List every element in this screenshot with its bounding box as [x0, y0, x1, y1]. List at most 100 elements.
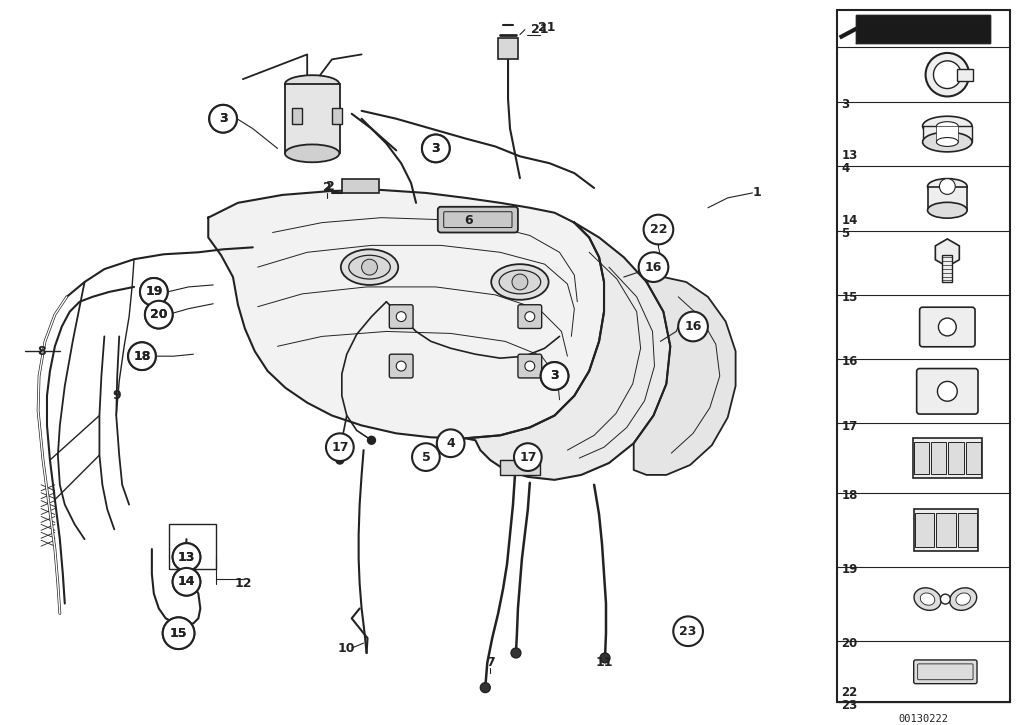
Bar	[948, 442, 964, 474]
Text: 14: 14	[842, 214, 858, 227]
Polygon shape	[466, 223, 671, 480]
Text: 3: 3	[550, 370, 559, 383]
Circle shape	[396, 361, 407, 371]
Text: 19: 19	[145, 286, 163, 299]
Text: 6: 6	[464, 214, 473, 227]
Text: 17: 17	[519, 451, 537, 463]
Text: 15: 15	[170, 626, 187, 639]
Text: 13: 13	[178, 550, 196, 563]
Polygon shape	[935, 239, 959, 267]
Circle shape	[163, 618, 195, 649]
FancyBboxPatch shape	[518, 304, 542, 328]
Circle shape	[512, 274, 527, 290]
Circle shape	[140, 278, 168, 306]
Ellipse shape	[341, 249, 398, 285]
Bar	[966, 442, 981, 474]
Circle shape	[209, 105, 237, 133]
Text: 23: 23	[680, 625, 696, 638]
Circle shape	[939, 178, 955, 194]
Circle shape	[673, 616, 702, 646]
FancyBboxPatch shape	[518, 355, 542, 378]
Text: 21: 21	[531, 23, 549, 36]
Text: 3: 3	[431, 142, 440, 155]
Bar	[332, 108, 342, 124]
Circle shape	[938, 318, 956, 336]
Circle shape	[412, 443, 439, 471]
Circle shape	[173, 543, 201, 571]
Text: 3: 3	[550, 370, 559, 383]
Ellipse shape	[937, 122, 958, 130]
Circle shape	[934, 61, 962, 88]
FancyBboxPatch shape	[389, 355, 413, 378]
Polygon shape	[208, 190, 604, 439]
Text: 16: 16	[645, 260, 663, 273]
Ellipse shape	[928, 178, 967, 194]
Ellipse shape	[349, 255, 390, 279]
Text: 3: 3	[219, 112, 227, 125]
Text: 15: 15	[842, 291, 858, 304]
Bar	[286, 84, 340, 154]
Text: 3: 3	[842, 98, 850, 111]
Text: 5: 5	[422, 451, 430, 463]
Ellipse shape	[955, 593, 971, 605]
Bar	[928, 186, 967, 210]
Circle shape	[926, 53, 969, 96]
Text: 17: 17	[842, 420, 858, 433]
Ellipse shape	[937, 138, 958, 146]
Bar	[837, 10, 1010, 703]
Circle shape	[128, 342, 156, 370]
Ellipse shape	[949, 588, 977, 610]
Circle shape	[644, 215, 673, 244]
Bar	[169, 524, 216, 569]
Circle shape	[639, 252, 669, 282]
Text: 20: 20	[842, 637, 858, 650]
Bar	[498, 38, 518, 59]
Bar	[936, 513, 955, 547]
Circle shape	[525, 312, 535, 322]
Circle shape	[163, 618, 195, 649]
Ellipse shape	[285, 144, 339, 162]
Ellipse shape	[923, 132, 972, 152]
Circle shape	[511, 648, 521, 658]
Text: 13: 13	[842, 149, 858, 162]
Text: 8: 8	[38, 344, 46, 357]
Circle shape	[678, 312, 708, 341]
Text: 3: 3	[431, 142, 440, 155]
Ellipse shape	[499, 270, 541, 294]
Text: 4: 4	[446, 436, 455, 450]
Circle shape	[140, 278, 168, 306]
Text: 18: 18	[133, 349, 151, 362]
Text: 16: 16	[684, 320, 701, 333]
Text: 19: 19	[145, 286, 163, 299]
Text: 15: 15	[170, 626, 187, 639]
Circle shape	[209, 105, 237, 133]
Text: 10: 10	[338, 642, 355, 655]
Text: 18: 18	[842, 489, 858, 502]
Circle shape	[937, 381, 957, 401]
Ellipse shape	[492, 264, 549, 299]
Circle shape	[525, 361, 535, 371]
Text: 21: 21	[538, 21, 555, 34]
Circle shape	[173, 568, 201, 596]
FancyBboxPatch shape	[913, 660, 977, 684]
Text: 18: 18	[133, 349, 151, 362]
Ellipse shape	[921, 593, 935, 605]
Circle shape	[173, 543, 201, 571]
Circle shape	[145, 301, 173, 328]
Bar	[913, 442, 929, 474]
Polygon shape	[856, 14, 990, 43]
Text: 20: 20	[151, 308, 168, 321]
Polygon shape	[634, 277, 735, 475]
Text: 13: 13	[178, 550, 196, 563]
Bar	[957, 513, 977, 547]
FancyBboxPatch shape	[500, 460, 540, 475]
Circle shape	[514, 443, 542, 471]
Text: 17: 17	[331, 441, 348, 454]
Text: 14: 14	[178, 575, 196, 588]
Circle shape	[173, 568, 201, 596]
Bar	[342, 179, 380, 193]
Ellipse shape	[928, 202, 967, 218]
Text: 00130222: 00130222	[898, 714, 948, 724]
Text: 2: 2	[323, 181, 332, 194]
Text: 7: 7	[485, 656, 495, 669]
